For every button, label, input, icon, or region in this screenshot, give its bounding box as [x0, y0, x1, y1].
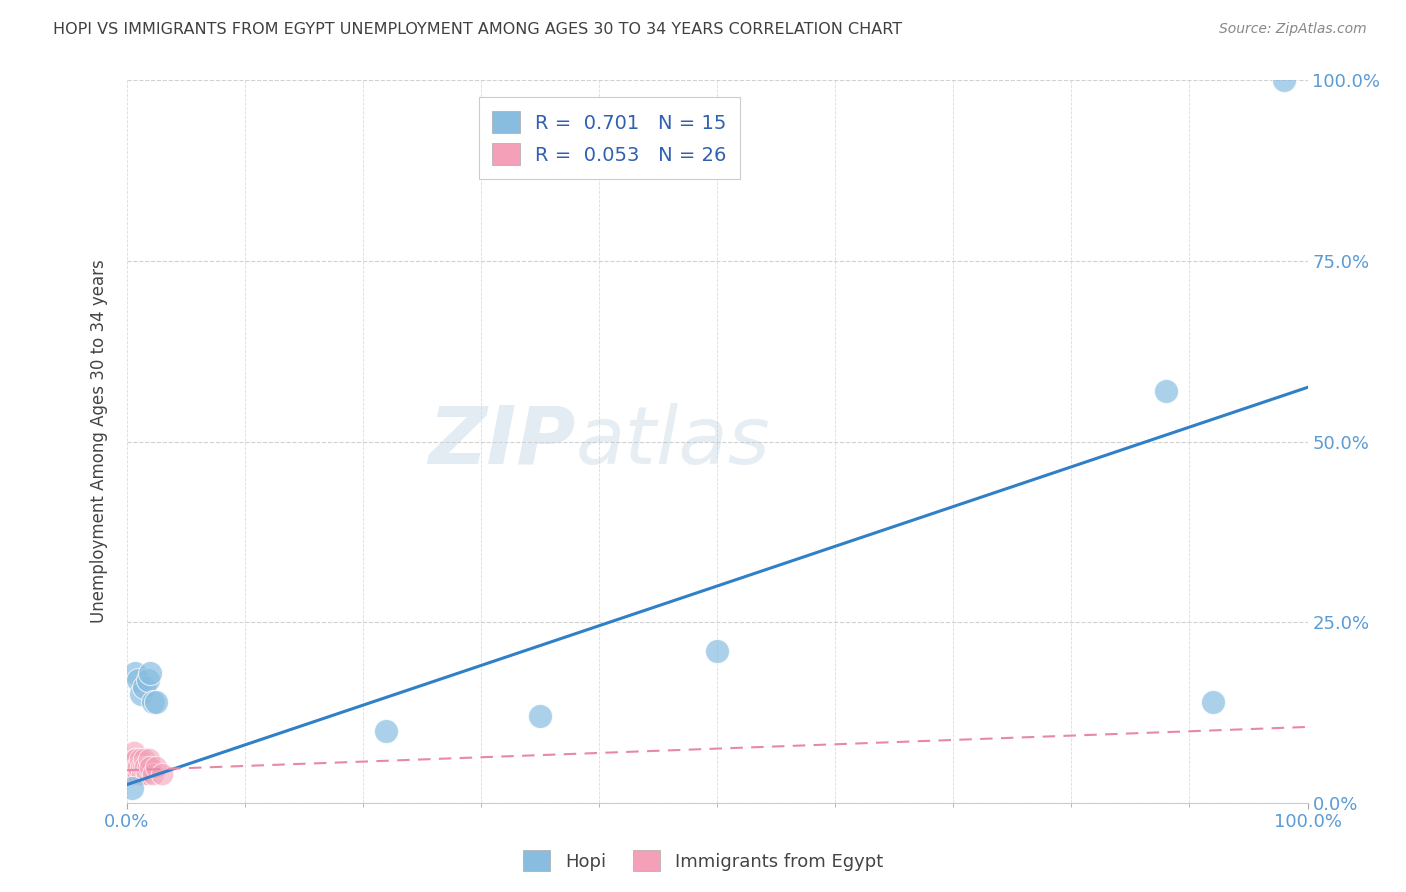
Point: [124, 665, 146, 680]
Point: [125, 752, 148, 766]
Point: [127, 760, 149, 774]
Point: [131, 767, 153, 781]
Point: [141, 695, 163, 709]
Text: HOPI VS IMMIGRANTS FROM EGYPT UNEMPLOYMENT AMONG AGES 30 TO 34 YEARS CORRELATION: HOPI VS IMMIGRANTS FROM EGYPT UNEMPLOYME…: [53, 22, 903, 37]
Point: [138, 752, 160, 766]
Point: [128, 752, 150, 766]
Point: [124, 752, 146, 766]
Point: [134, 752, 156, 766]
Point: [122, 752, 145, 766]
Point: [136, 760, 159, 774]
Text: atlas: atlas: [575, 402, 770, 481]
Point: [127, 760, 149, 774]
Point: [529, 709, 551, 723]
Point: [125, 760, 148, 774]
Point: [127, 767, 149, 781]
Point: [127, 767, 149, 781]
Point: [121, 760, 143, 774]
Point: [124, 760, 146, 774]
Point: [120, 760, 142, 774]
Point: [145, 760, 167, 774]
Point: [120, 767, 142, 781]
Point: [1154, 384, 1177, 398]
Point: [136, 673, 159, 687]
Point: [141, 767, 163, 781]
Point: [134, 680, 156, 694]
Point: [135, 767, 157, 781]
Text: ZIP: ZIP: [427, 402, 575, 481]
Point: [127, 673, 149, 687]
Point: [150, 767, 173, 781]
Text: Source: ZipAtlas.com: Source: ZipAtlas.com: [1219, 22, 1367, 37]
Point: [375, 723, 398, 738]
Legend: R =  0.701   N = 15, R =  0.053   N = 26: R = 0.701 N = 15, R = 0.053 N = 26: [479, 97, 740, 179]
Legend: Hopi, Immigrants from Egypt: Hopi, Immigrants from Egypt: [516, 843, 890, 879]
Point: [1272, 73, 1295, 87]
Point: [122, 745, 145, 759]
Point: [706, 644, 728, 658]
Y-axis label: Unemployment Among Ages 30 to 34 years: Unemployment Among Ages 30 to 34 years: [90, 260, 108, 624]
Point: [121, 781, 143, 796]
Point: [139, 760, 162, 774]
Point: [145, 695, 167, 709]
Point: [129, 760, 152, 774]
Point: [129, 687, 152, 701]
Point: [134, 760, 156, 774]
Point: [132, 760, 155, 774]
Point: [139, 665, 162, 680]
Point: [1202, 695, 1225, 709]
